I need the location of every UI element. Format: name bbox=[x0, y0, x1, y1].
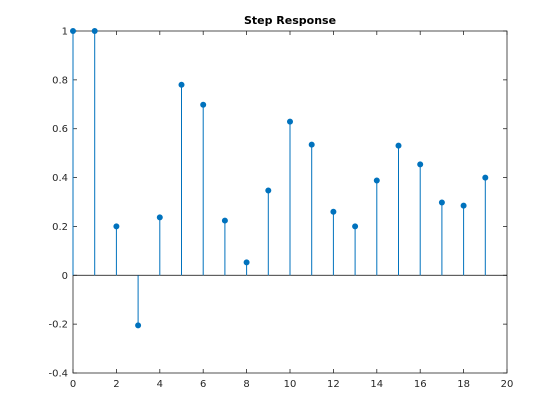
stem-marker bbox=[308, 141, 315, 148]
x-axis-ticks: 0 2 4 6 8 10 12 14 16 18 20 bbox=[70, 31, 514, 390]
x-tick-label: 16 bbox=[414, 379, 427, 390]
x-tick-label: 8 bbox=[243, 379, 249, 390]
x-tick-label: 10 bbox=[284, 379, 297, 390]
y-tick-label: -0.2 bbox=[48, 320, 68, 331]
stem-marker bbox=[395, 142, 402, 149]
stem-marker bbox=[460, 202, 467, 209]
stem-marker bbox=[91, 27, 98, 34]
y-tick-label: -0.4 bbox=[48, 369, 68, 380]
y-tick-label: 0.8 bbox=[52, 75, 68, 86]
x-tick-label: 18 bbox=[457, 379, 470, 390]
stem-marker bbox=[438, 199, 445, 206]
stem-marker bbox=[265, 187, 272, 194]
y-tick-label: 0 bbox=[62, 271, 68, 282]
stem-marker bbox=[286, 118, 293, 125]
x-tick-label: 4 bbox=[157, 379, 163, 390]
stem-series bbox=[70, 27, 489, 329]
x-tick-label: 12 bbox=[327, 379, 340, 390]
stem-marker bbox=[70, 27, 77, 34]
x-tick-label: 2 bbox=[113, 379, 119, 390]
stem-marker bbox=[330, 208, 337, 215]
x-tick-label: 20 bbox=[501, 379, 514, 390]
stem-marker bbox=[243, 259, 250, 266]
y-tick-label: 0.4 bbox=[52, 173, 68, 184]
stem-marker bbox=[221, 217, 228, 224]
stem-marker bbox=[373, 177, 380, 184]
stem-marker bbox=[178, 81, 185, 88]
y-tick-label: 0.6 bbox=[52, 124, 68, 135]
stem-marker bbox=[113, 223, 120, 230]
stem-marker bbox=[200, 101, 207, 108]
y-tick-label: 0.2 bbox=[52, 222, 68, 233]
y-tick-label: 1 bbox=[62, 27, 68, 38]
stem-marker bbox=[156, 214, 163, 221]
x-tick-label: 6 bbox=[200, 379, 206, 390]
stem-marker bbox=[135, 322, 142, 329]
stem-marker bbox=[417, 161, 424, 168]
stem-marker bbox=[482, 174, 489, 181]
x-tick-label: 14 bbox=[370, 379, 383, 390]
x-tick-label: 0 bbox=[70, 379, 76, 390]
chart-title: Step Response bbox=[244, 14, 336, 27]
stem-marker bbox=[352, 223, 359, 230]
